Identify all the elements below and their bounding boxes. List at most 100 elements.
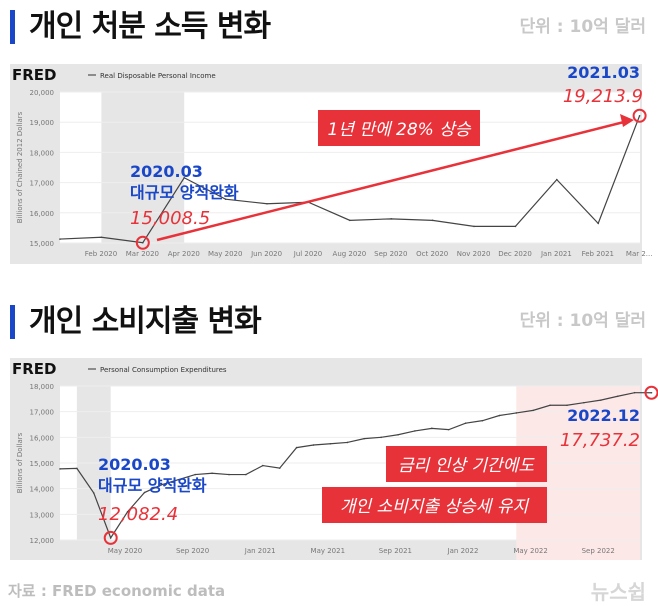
chart2-start-label: 대규모 양적완화	[98, 476, 207, 495]
chart2-data-point	[633, 391, 636, 394]
chart1-data-point	[266, 202, 268, 205]
chart2-data-point	[143, 491, 146, 494]
chart2-callout-text-2: 개인 소비지출 상승세 유지	[340, 497, 530, 517]
chart1-data-point	[556, 178, 558, 181]
chart1-x-tick-label: Jan 2021	[540, 250, 572, 258]
chart1-x-tick-label: Dec 2020	[498, 250, 532, 258]
chart2-data-point	[532, 409, 534, 412]
chart2-data-point	[414, 430, 416, 432]
chart1-fred-logo: FRED	[12, 66, 57, 84]
chart2-y-axis-label: Billions of Dollars	[16, 432, 24, 493]
chart2-y-tick-label: 16,000	[30, 434, 55, 442]
chart2-data-point	[363, 437, 366, 440]
chart2-callout-box-2	[322, 487, 547, 523]
chart2-data-point	[380, 436, 382, 439]
section1-title: 개인 처분 소득 변화	[10, 10, 271, 44]
chart1-x-tick-label: Aug 2020	[333, 250, 367, 258]
chart2-data-point	[583, 401, 585, 404]
section1-unit: 단위 : 10억 달러	[519, 17, 646, 37]
chart2-data-point	[160, 484, 163, 486]
chart1-trend-arrow	[156, 119, 629, 242]
chart1-data-point	[514, 225, 517, 228]
chart1-y-tick-label: 20,000	[30, 89, 55, 97]
chart1-end-marker	[632, 108, 647, 123]
chart1-data-point	[142, 241, 144, 244]
chart1-x-tick-label: Mar 2020	[126, 250, 159, 258]
chart1-data-point	[638, 114, 641, 117]
chart2-x-tick-label: May 2020	[108, 547, 143, 555]
chart1-x-tick-label: Feb 2020	[85, 250, 117, 258]
chart2-legend-label: Personal Consumption Expenditures	[100, 366, 227, 374]
chart2-x-tick-label: Jan 2022	[447, 547, 479, 555]
chart2-fred-logo: FRED	[12, 360, 57, 378]
chart2-data-point	[566, 404, 568, 407]
chart1-y-tick-label: 17,000	[30, 180, 55, 188]
chart1-data-point	[473, 225, 475, 228]
chart2-data-point	[616, 395, 619, 398]
chart2-x-tick-label: May 2022	[513, 547, 548, 555]
chart1-x-tick-label: Nov 2020	[457, 250, 491, 258]
chart2-x-tick-label: Sep 2022	[582, 547, 615, 555]
chart1-y-tick-label: 19,000	[30, 119, 55, 127]
chart2-data-point	[464, 422, 467, 425]
chart2-data-point	[397, 433, 399, 436]
chart1-data-point	[390, 218, 393, 220]
chart2-end-value: 17,737.2	[560, 430, 640, 451]
chart2-data-point	[245, 473, 247, 476]
source-note: 자료 : FRED economic data	[8, 582, 226, 600]
chart1-legend-label: Real Disposable Personal Income	[100, 72, 216, 80]
chart2-data-point	[59, 468, 61, 470]
chart1-start-label: 대규모 양적완화	[130, 183, 239, 202]
chart2-y-tick-label: 14,000	[30, 486, 55, 494]
chart2-data-point	[481, 419, 484, 422]
chart2-data-point	[515, 412, 518, 414]
chart2-y-tick-label: 18,000	[30, 383, 55, 391]
chart1-data-point	[100, 236, 103, 239]
chart2-y-tick-label: 12,000	[30, 537, 55, 545]
chart2-data-point	[177, 478, 180, 481]
chart2-y-tick-label: 15,000	[30, 460, 55, 468]
chart2-data-point	[600, 399, 602, 401]
chart2-data-point	[109, 537, 112, 539]
chart1-x-tick-label: Oct 2020	[416, 250, 448, 258]
chart2-data-point	[194, 473, 196, 476]
chart1-x-tick-label: Jun 2020	[250, 250, 282, 258]
chart2-data-point	[211, 472, 213, 475]
chart2-callout-text-1: 금리 인상 기간에도	[398, 456, 535, 476]
chart2-x-tick-label: Sep 2021	[379, 547, 412, 555]
chart2-data-point	[228, 473, 230, 476]
chart2-data-point	[295, 446, 298, 449]
chart1-x-tick-label: Apr 2020	[168, 250, 200, 258]
logo: 뉴스쉽	[590, 580, 646, 604]
chart2-start-value: 12,082.4	[98, 504, 178, 525]
section2-unit: 단위 : 10억 달러	[519, 311, 646, 331]
chart2-start-date: 2020.03	[98, 455, 171, 474]
chart1-start-date: 2020.03	[130, 162, 203, 181]
chart2-data-point	[93, 492, 95, 494]
chart1-end-value: 19,213.9	[563, 86, 643, 107]
chart2-start-marker	[103, 530, 118, 545]
chart1-data-point	[349, 219, 351, 222]
chart1-x-tick-label: Mar 2...	[626, 250, 653, 258]
chart2-data-point	[312, 444, 315, 446]
chart2-x-tick-label: Jan 2021	[244, 547, 276, 555]
chart1-start-marker	[135, 235, 150, 250]
chart1-end-date: 2021.03	[567, 63, 640, 82]
chart2-end-date: 2022.12	[567, 406, 640, 425]
chart1-x-tick-label: Feb 2021	[582, 250, 614, 258]
chart2-data-point	[126, 510, 129, 513]
chart1-x-tick-label: Jul 2020	[293, 250, 323, 258]
chart1-recession-shading	[101, 92, 185, 243]
chart2-data-point	[549, 404, 551, 407]
chart1-data-point	[224, 198, 227, 201]
chart1-data-point	[597, 222, 599, 225]
chart1-callout-text: 1년 만에 28% 상승	[327, 120, 471, 140]
chart2-x-tick-label: Sep 2020	[176, 547, 209, 555]
chart1-data-point	[431, 219, 434, 222]
chart2-data-point	[650, 391, 653, 394]
chart2-data-point	[278, 467, 281, 469]
chart2-data-point	[346, 441, 349, 444]
chart1-x-tick-label: Sep 2020	[374, 250, 407, 258]
chart2-series-line	[59, 392, 652, 540]
